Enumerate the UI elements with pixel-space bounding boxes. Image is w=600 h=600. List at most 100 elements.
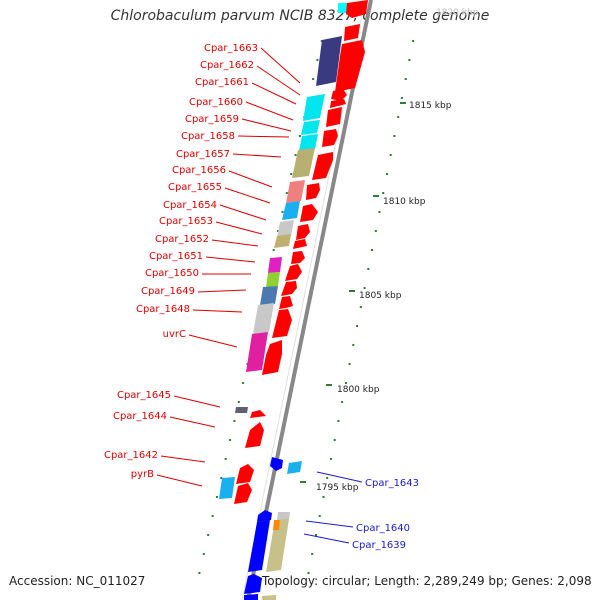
gene-label-cpar_1645: Cpar_1645 bbox=[117, 390, 171, 401]
guide-dot bbox=[378, 211, 381, 213]
guide-dot bbox=[397, 116, 400, 118]
kbp-tick-label: 1800 kbp bbox=[337, 385, 380, 395]
gene-label-cpar_1656: Cpar_1656 bbox=[172, 165, 226, 176]
leader-line bbox=[156, 474, 203, 487]
kbp-ticks: 1815 kbp 1810 kbp 1805 kbp 1800 kbp 1795… bbox=[300, 101, 452, 493]
guide-dot bbox=[229, 439, 231, 441]
guide-dots bbox=[198, 40, 415, 574]
guide-dot bbox=[382, 192, 385, 194]
gene-block bbox=[253, 303, 274, 334]
gene-label-cpar_1658: Cpar_1658 bbox=[181, 131, 235, 142]
leader-line bbox=[205, 256, 256, 263]
gene-label-cpar_1654: Cpar_1654 bbox=[163, 200, 217, 211]
leader-line bbox=[241, 118, 292, 132]
guide-dot bbox=[333, 439, 336, 441]
guide-dot bbox=[316, 59, 319, 61]
guide-dot bbox=[371, 249, 373, 251]
gene-block bbox=[301, 120, 320, 135]
forward-gene bbox=[291, 251, 305, 264]
leader-line bbox=[305, 520, 354, 528]
guide-dot bbox=[386, 173, 388, 175]
gene-label-uvrc: uvrC bbox=[163, 329, 186, 340]
guide-dot bbox=[312, 78, 315, 80]
reverse-gene bbox=[244, 594, 258, 600]
leader-line bbox=[192, 309, 243, 313]
forward-gene bbox=[281, 281, 297, 296]
gene-block bbox=[303, 94, 325, 121]
guide-dot bbox=[374, 230, 377, 232]
top-cut-label: 1820 kbp bbox=[436, 8, 479, 18]
leader-line bbox=[316, 471, 363, 483]
guide-dot bbox=[307, 572, 310, 574]
gene-label-pyrb: pyrB bbox=[131, 469, 154, 480]
genome-title: Chlorobaculum parvum NCIB 8327, complete… bbox=[110, 8, 490, 24]
guide-dot bbox=[404, 78, 407, 80]
gene-label-cpar_1644: Cpar_1644 bbox=[113, 411, 167, 422]
guide-dot bbox=[344, 382, 347, 384]
gene-label-cpar_1651: Cpar_1651 bbox=[149, 251, 203, 262]
leader-line bbox=[169, 416, 216, 428]
guide-dot bbox=[233, 420, 236, 422]
gene-label-cpar_1659: Cpar_1659 bbox=[185, 114, 239, 125]
forward-gene bbox=[322, 129, 338, 147]
guide-dot bbox=[220, 477, 223, 479]
guide-dot bbox=[294, 154, 297, 156]
feature-track bbox=[219, 3, 350, 600]
gene-label-cpar_1662: Cpar_1662 bbox=[200, 60, 254, 71]
leader-line bbox=[219, 204, 267, 221]
guide-dot bbox=[341, 401, 344, 403]
gene-block bbox=[277, 220, 294, 238]
forward-gene bbox=[344, 24, 360, 41]
leader-line bbox=[237, 135, 290, 138]
gene-label-cpar_1639: Cpar_1639 bbox=[352, 540, 406, 551]
reverse-gene bbox=[244, 574, 262, 594]
gene-block bbox=[299, 134, 318, 151]
gene-label-cpar_1657: Cpar_1657 bbox=[176, 149, 230, 160]
guide-dot bbox=[281, 211, 284, 213]
guide-dot bbox=[412, 40, 415, 42]
kbp-tick-label: 1810 kbp bbox=[383, 197, 426, 207]
leader-line bbox=[188, 334, 238, 348]
gene-label-cpar_1649: Cpar_1649 bbox=[141, 286, 195, 297]
gene-block bbox=[338, 3, 350, 13]
forward-gene bbox=[262, 340, 282, 375]
guide-dot bbox=[389, 154, 392, 156]
guide-dot bbox=[318, 515, 321, 517]
gene-block bbox=[219, 477, 235, 499]
gene-block bbox=[287, 461, 302, 474]
reverse-gene bbox=[257, 510, 272, 522]
leader-line bbox=[215, 221, 263, 235]
gene-block bbox=[260, 286, 278, 305]
gene-block bbox=[266, 519, 289, 572]
gene-block bbox=[262, 595, 276, 600]
guide-dot bbox=[272, 249, 275, 251]
guide-dot bbox=[215, 496, 218, 498]
gene-block bbox=[274, 234, 291, 248]
gene-label-cpar_1640: Cpar_1640 bbox=[356, 523, 410, 534]
leader-line bbox=[303, 533, 350, 544]
leader-line bbox=[256, 65, 301, 96]
gene-label-cpar_1653: Cpar_1653 bbox=[159, 216, 213, 227]
guide-dot bbox=[198, 572, 201, 574]
leader-line bbox=[173, 395, 221, 408]
forward-gene bbox=[306, 183, 320, 200]
gene-label-cpar_1642: Cpar_1642 bbox=[104, 450, 158, 461]
guide-dot bbox=[400, 97, 403, 99]
right-labels: Cpar_1643 Cpar_1640 Cpar_1639 bbox=[303, 471, 419, 551]
guide-dot bbox=[359, 306, 362, 308]
gene-label-cpar_1661: Cpar_1661 bbox=[195, 77, 249, 88]
leader-line bbox=[224, 187, 271, 204]
topology-text: Topology: circular; Length: 2,289,249 bp… bbox=[262, 574, 592, 588]
leader-line bbox=[211, 239, 259, 247]
guide-dot bbox=[211, 515, 214, 517]
kbp-tick-label: 1815 kbp bbox=[409, 101, 452, 111]
forward-gene bbox=[296, 224, 310, 240]
gene-label-cpar_1643: Cpar_1643 bbox=[365, 478, 419, 489]
leader-line bbox=[251, 82, 297, 105]
gene-block bbox=[286, 180, 305, 203]
forward-gene bbox=[272, 309, 292, 338]
kbp-tick-label: 1805 kbp bbox=[359, 291, 402, 301]
leader-line bbox=[245, 101, 294, 121]
gene-label-cpar_1652: Cpar_1652 bbox=[155, 234, 209, 245]
